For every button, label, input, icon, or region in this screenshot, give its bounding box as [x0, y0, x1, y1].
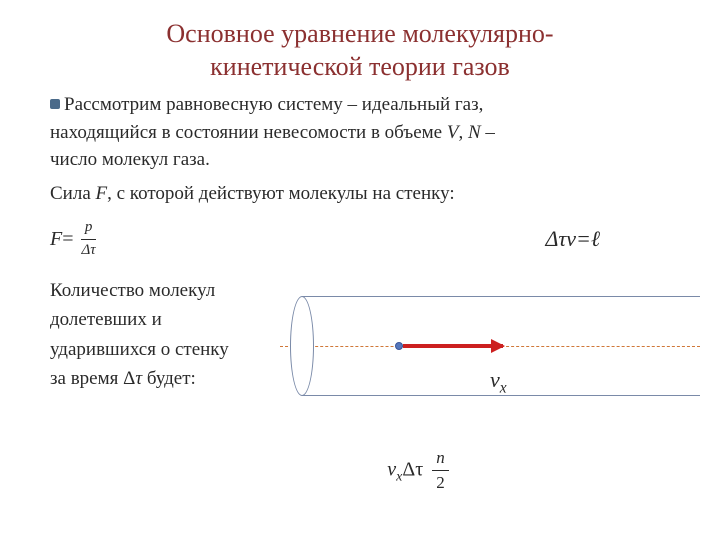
fraction-p-dtau: p Δτ: [78, 217, 100, 262]
bullet-icon: [50, 99, 60, 109]
lt-3: ударившихся о стенку: [50, 335, 280, 364]
p1-c: –: [481, 122, 495, 143]
cylinder-top-line: [302, 296, 700, 297]
slide-content: Рассмотрим равновесную систему – идеальн…: [0, 91, 720, 496]
cylinder-shape: vx: [290, 296, 690, 396]
equation-force: F = p Δτ: [50, 217, 104, 262]
sep1: ,: [458, 122, 468, 143]
bottom-row: Количество молекул долетевших и ударивши…: [50, 276, 670, 436]
force-a: Сила: [50, 183, 96, 204]
slide-title: Основное уравнение молекулярно- кинетиче…: [0, 0, 720, 91]
equation-length: Δτv=ℓ: [545, 223, 600, 255]
fe-dtau: Δτ: [402, 458, 423, 480]
title-line-2: кинетической теории газов: [210, 52, 510, 81]
molecule-dot: [395, 342, 403, 350]
vx-x: x: [500, 379, 507, 396]
final-equation: vxΔτ n 2: [50, 446, 670, 496]
p1-a: Рассмотрим равновесную систему – идеальн…: [64, 94, 483, 115]
fe-vx: v: [387, 458, 396, 480]
sym-F: F: [96, 183, 108, 204]
title-line-1: Основное уравнение молекулярно-: [166, 19, 553, 48]
fe-n: n: [432, 446, 449, 472]
eq-F: F: [50, 225, 62, 254]
sym-V: V: [447, 122, 459, 143]
paragraph-1: Рассмотрим равновесную систему – идеальн…: [50, 91, 670, 174]
left-text-block: Количество молекул долетевших и ударивши…: [50, 276, 280, 394]
eq-eq: =: [62, 225, 73, 254]
p1-d: число молекул газа.: [50, 149, 210, 170]
frac-den: Δτ: [78, 240, 100, 262]
lt-2: долетевших и: [50, 305, 280, 334]
force-b: , с которой действуют молекулы на стенку…: [107, 183, 454, 204]
frac-num: p: [81, 217, 97, 240]
vx-label: vx: [490, 364, 507, 400]
p1-b: находящийся в состоянии невесомости в об…: [50, 122, 447, 143]
vx-v: v: [490, 367, 500, 392]
cylinder-diagram: vx: [280, 276, 670, 436]
cylinder-cap: [290, 296, 314, 396]
fe-2: 2: [432, 471, 449, 496]
velocity-arrow: [403, 344, 503, 348]
fraction-n-2: n 2: [432, 446, 449, 496]
lt-4: за время Δτ будет:: [50, 364, 280, 393]
lt-1: Количество молекул: [50, 276, 280, 305]
equation-row: F = p Δτ Δτv=ℓ: [50, 217, 670, 262]
force-line: Сила F, с которой действуют молекулы на …: [50, 180, 670, 208]
sym-N: N: [468, 122, 481, 143]
